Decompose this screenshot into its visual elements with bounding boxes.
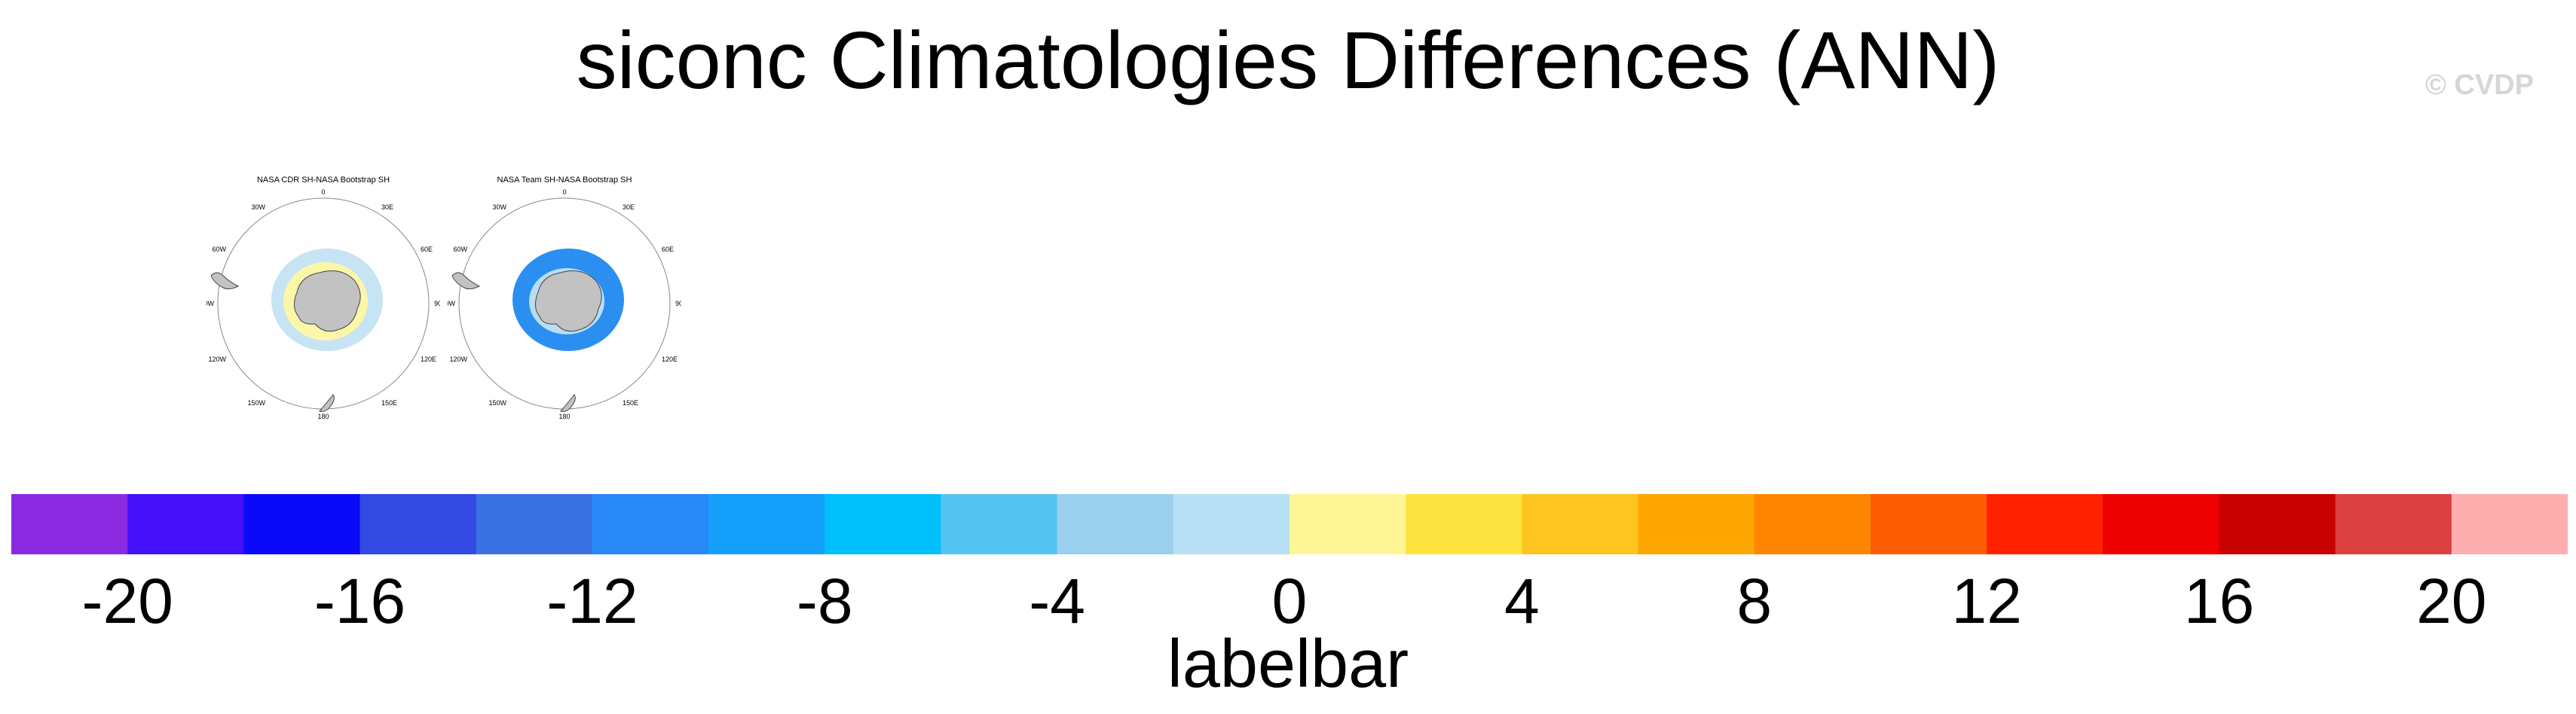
colorbar-swatch (2103, 494, 2220, 554)
cvdp-watermark: © CVDP (2425, 69, 2534, 101)
colorbar-tick-labels: -20 -16 -12 -8 -4 0 4 8 12 16 20 (0, 565, 2576, 640)
colorbar-swatch (1870, 494, 1987, 554)
lon-label-180: 180 (317, 413, 329, 420)
colorbar-swatch (825, 494, 941, 554)
colorbar-tick-label: -20 (81, 566, 173, 636)
lon-label-30w: 30W (492, 203, 506, 211)
colorbar-swatch (476, 494, 593, 554)
lon-label-30e: 30E (381, 203, 393, 211)
colorbar-swatch (1290, 494, 1406, 554)
lon-label-120e: 120E (421, 355, 436, 363)
south-america-tip (451, 272, 481, 290)
lon-label-0: 0 (562, 188, 566, 196)
lon-label-90w: 90W (448, 300, 455, 307)
lon-label-90e: 90E (675, 300, 681, 307)
new-zealand (560, 394, 576, 412)
lon-label-180: 180 (558, 413, 570, 420)
colorbar-swatch (1057, 494, 1174, 554)
colorbar-tick-label: 12 (1951, 566, 2022, 636)
polar-map-panel-1: NASA CDR SH-NASA Bootstrap SH 0 30E 60E … (207, 175, 440, 423)
colorbar-swatch (1987, 494, 2103, 554)
antarctica-landmass (294, 270, 361, 332)
antarctica-landmass (535, 270, 602, 332)
new-zealand (319, 394, 335, 412)
lon-label-60w: 60W (212, 246, 226, 253)
colorbar-tick-label: 4 (1504, 566, 1540, 636)
colorbar-swatch (11, 494, 128, 554)
figure-title: siconc Climatologies Differences (ANN) (576, 14, 2000, 105)
colorbar-tick-label: 8 (1736, 566, 1773, 636)
lon-label-60e: 60E (421, 246, 433, 253)
lon-label-150e: 150E (381, 399, 397, 407)
polar-map-1: 0 30E 60E 90E 120E 150E 180 150W 120W 90… (207, 188, 440, 420)
colorbar-swatch (2219, 494, 2336, 554)
panel-title-2: NASA Team SH-NASA Bootstrap SH (497, 175, 632, 185)
colorbar-swatch (1522, 494, 1639, 554)
colorbar-swatch (243, 494, 361, 554)
lon-label-90e: 90E (434, 300, 440, 307)
lon-label-150w: 150W (488, 399, 506, 407)
colorbar-tick-label: -16 (314, 566, 406, 636)
colorbar-tick-label: -8 (796, 566, 853, 636)
colorbar-swatch (359, 494, 477, 554)
colorbar-tick-label: 20 (2416, 566, 2487, 636)
colorbar-tick-label: -4 (1029, 566, 1085, 636)
lon-label-60w: 60W (453, 246, 467, 253)
colorbar-swatch (1638, 494, 1755, 554)
lon-label-0: 0 (321, 188, 325, 196)
colorbar-swatch (1754, 494, 1871, 554)
colorbar-swatch (127, 494, 244, 554)
colorbar-title: labelbar (1167, 627, 1409, 702)
colorbar-swatch (592, 494, 709, 554)
colorbar-swatch (2335, 494, 2452, 554)
lon-label-120w: 120W (208, 355, 226, 363)
lon-label-120e: 120E (662, 355, 678, 363)
colorbar-tick-label: 0 (1271, 566, 1308, 636)
polar-map-panel-2: NASA Team SH-NASA Bootstrap SH 0 30E 60E… (448, 175, 681, 423)
lon-label-90w: 90W (207, 300, 214, 307)
lon-label-120w: 120W (449, 355, 467, 363)
colorbar-swatch (2451, 494, 2568, 554)
south-america-tip (210, 272, 240, 290)
lon-label-30e: 30E (623, 203, 635, 211)
colorbar-swatch (941, 494, 1058, 554)
colorbar-swatch (1173, 494, 1290, 554)
lon-label-150w: 150W (247, 399, 265, 407)
lon-label-60e: 60E (662, 246, 674, 253)
lon-label-30w: 30W (251, 203, 265, 211)
polar-map-2: 0 30E 60E 90E 120E 150E 180 150W 120W 90… (448, 188, 681, 420)
colorbar-tick-label: -12 (546, 566, 638, 636)
colorbar (11, 494, 2568, 554)
colorbar-swatch (1406, 494, 1522, 554)
panel-title-1: NASA CDR SH-NASA Bootstrap SH (256, 175, 390, 185)
colorbar-tick-label: 16 (2183, 566, 2255, 636)
colorbar-swatch (708, 494, 825, 554)
lon-label-150e: 150E (623, 399, 638, 407)
